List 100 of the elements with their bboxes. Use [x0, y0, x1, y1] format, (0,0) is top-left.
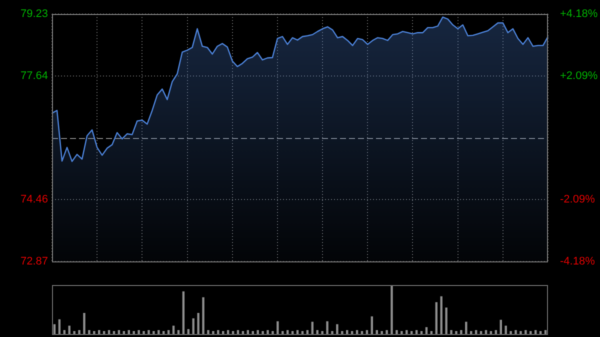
bar — [435, 302, 438, 334]
bar — [480, 331, 482, 334]
bar — [331, 331, 334, 334]
bar — [212, 331, 214, 334]
bar — [142, 331, 145, 334]
bar — [544, 330, 547, 334]
bar — [282, 331, 284, 334]
bar — [276, 321, 279, 334]
bar — [68, 326, 70, 334]
y-tick-label: 74.46 — [20, 194, 48, 206]
bar — [360, 331, 364, 334]
bar — [217, 330, 220, 334]
bar — [396, 330, 398, 334]
y2-tick-label: +4.18% — [560, 8, 598, 20]
bar — [356, 330, 358, 334]
bar — [490, 331, 492, 334]
bar — [425, 327, 428, 334]
bar — [326, 321, 328, 334]
bar — [118, 330, 120, 334]
bar — [296, 330, 299, 334]
bar — [291, 331, 294, 334]
bar — [510, 331, 512, 334]
bar — [148, 330, 150, 334]
bar — [460, 330, 462, 334]
bar — [112, 331, 116, 334]
bar — [242, 331, 244, 334]
bar — [187, 329, 190, 334]
bar — [474, 330, 478, 334]
bar — [53, 324, 56, 334]
bar — [410, 331, 413, 334]
bar — [158, 330, 160, 334]
bar — [415, 330, 418, 334]
bar — [226, 330, 230, 334]
bar — [386, 330, 388, 334]
bar — [301, 331, 304, 334]
bar — [262, 331, 264, 334]
bar — [256, 330, 259, 334]
bar — [376, 330, 378, 334]
bar — [286, 330, 289, 334]
bar — [172, 326, 175, 334]
bar — [306, 330, 309, 334]
bar — [484, 330, 488, 334]
bar — [73, 331, 76, 334]
bar — [524, 330, 527, 334]
bar — [450, 330, 452, 334]
bar — [346, 330, 348, 334]
bar — [445, 308, 448, 334]
bar — [108, 330, 110, 334]
bar — [152, 331, 155, 334]
bar — [514, 330, 517, 334]
bar — [202, 297, 204, 334]
bar — [530, 331, 532, 334]
bar — [316, 330, 318, 334]
bar — [494, 330, 498, 334]
bar — [132, 331, 135, 334]
bar — [128, 330, 130, 334]
bar — [406, 330, 408, 334]
bar — [520, 331, 522, 334]
bar — [63, 330, 66, 334]
bar — [222, 331, 224, 334]
bar — [350, 331, 354, 334]
bar — [341, 331, 344, 334]
y2-tick-label: -2.09% — [560, 194, 596, 206]
bar — [177, 330, 180, 334]
y2-tick-label: +2.09% — [560, 70, 598, 82]
bar — [420, 331, 423, 334]
bar — [232, 331, 234, 334]
bar — [93, 331, 96, 334]
bar — [470, 331, 472, 334]
bar — [192, 318, 194, 334]
bar — [440, 296, 442, 334]
bar — [98, 330, 100, 334]
y-tick-label: 72.87 — [20, 255, 48, 268]
bar — [246, 330, 250, 334]
bar — [102, 331, 106, 334]
bar — [236, 330, 240, 334]
y2-tick-label: -4.18% — [560, 255, 596, 268]
bar — [534, 330, 537, 334]
bar — [197, 312, 200, 334]
bar — [122, 331, 126, 334]
bar — [88, 330, 90, 334]
bar — [272, 331, 274, 334]
bar — [539, 331, 542, 334]
bar — [430, 331, 433, 334]
bar — [162, 331, 165, 334]
bar — [83, 312, 86, 334]
bar — [455, 331, 458, 334]
bar — [400, 331, 403, 334]
bar — [138, 330, 140, 334]
y-tick-label: 77.64 — [20, 70, 48, 82]
bar — [321, 331, 324, 334]
bar — [78, 330, 80, 334]
bar — [266, 330, 269, 334]
bar — [207, 330, 210, 334]
bar — [380, 331, 383, 334]
bar — [504, 326, 507, 334]
bar — [336, 324, 338, 334]
bar — [366, 330, 368, 334]
bar — [167, 330, 170, 334]
bar — [390, 285, 393, 334]
